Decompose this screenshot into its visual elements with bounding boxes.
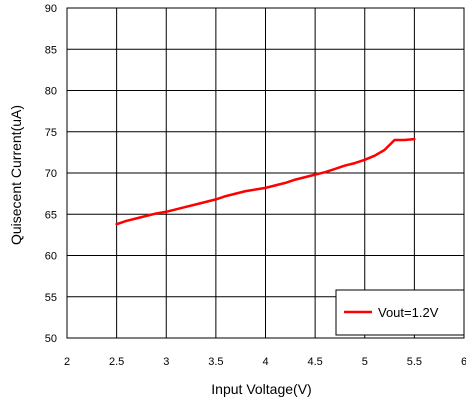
- data-point: [363, 158, 366, 161]
- data-point: [264, 186, 267, 189]
- data-point: [175, 208, 178, 211]
- y-tick-label-65: 65: [45, 209, 57, 221]
- data-point: [214, 198, 217, 201]
- y-tick-label-85: 85: [45, 44, 57, 56]
- y-axis-ticks: 50 55 60 65 70 75 80 85 90: [45, 3, 57, 345]
- y-tick-label-70: 70: [45, 168, 57, 180]
- data-point: [388, 143, 391, 146]
- data-point: [254, 188, 257, 191]
- data-point: [304, 176, 307, 179]
- data-point: [195, 203, 198, 206]
- x-tick-label-3-5: 3.5: [208, 356, 223, 368]
- data-point: [398, 139, 401, 141]
- data-point: [403, 139, 406, 141]
- y-tick-label-60: 60: [45, 251, 57, 263]
- data-point: [393, 139, 396, 141]
- data-point: [185, 205, 188, 208]
- data-point: [294, 178, 297, 181]
- data-point: [353, 162, 356, 165]
- x-tick-label-5-5: 5.5: [407, 356, 422, 368]
- x-tick-label-3: 3: [163, 356, 169, 368]
- data-point: [284, 181, 287, 184]
- legend-label-vout-1-2v: Vout=1.2V: [378, 305, 439, 320]
- data-point: [343, 164, 346, 167]
- y-axis-title: Quisecent Current(uA): [8, 105, 24, 245]
- x-tick-label-4: 4: [262, 356, 268, 368]
- data-point: [413, 138, 416, 141]
- x-tick-label-5: 5: [362, 356, 368, 368]
- legend: Vout=1.2V: [335, 289, 465, 336]
- data-point: [125, 219, 128, 222]
- x-tick-label-4-5: 4.5: [307, 356, 322, 368]
- x-axis-title: Input Voltage(V): [211, 381, 311, 397]
- y-tick-label-75: 75: [45, 127, 57, 139]
- x-tick-label-2-5: 2.5: [109, 356, 124, 368]
- data-point: [244, 190, 247, 193]
- x-axis-ticks: 2 2.5 3 3.5 4 4.5 5 5.5 6: [64, 356, 466, 368]
- y-tick-label-90: 90: [45, 3, 57, 15]
- data-point: [234, 192, 237, 195]
- data-point: [373, 154, 376, 157]
- grid: [67, 8, 464, 338]
- series-layer: [115, 137, 416, 226]
- data-point: [314, 173, 317, 176]
- y-tick-label-80: 80: [45, 86, 57, 98]
- x-tick-label-6: 6: [461, 356, 466, 368]
- data-point: [274, 184, 277, 187]
- data-point: [155, 212, 158, 215]
- data-point: [145, 214, 148, 217]
- x-tick-label-2: 2: [64, 356, 70, 368]
- data-point: [224, 195, 227, 198]
- data-point: [333, 167, 336, 170]
- data-point: [204, 200, 207, 203]
- legend-box: [335, 289, 465, 336]
- y-tick-label-55: 55: [45, 292, 57, 304]
- y-tick-label-50: 50: [45, 333, 57, 345]
- data-point: [383, 148, 386, 151]
- data-point: [115, 223, 118, 226]
- data-point: [165, 210, 168, 213]
- plot-area-frame: [66, 7, 465, 339]
- data-point: [324, 171, 327, 174]
- data-point: [135, 217, 138, 220]
